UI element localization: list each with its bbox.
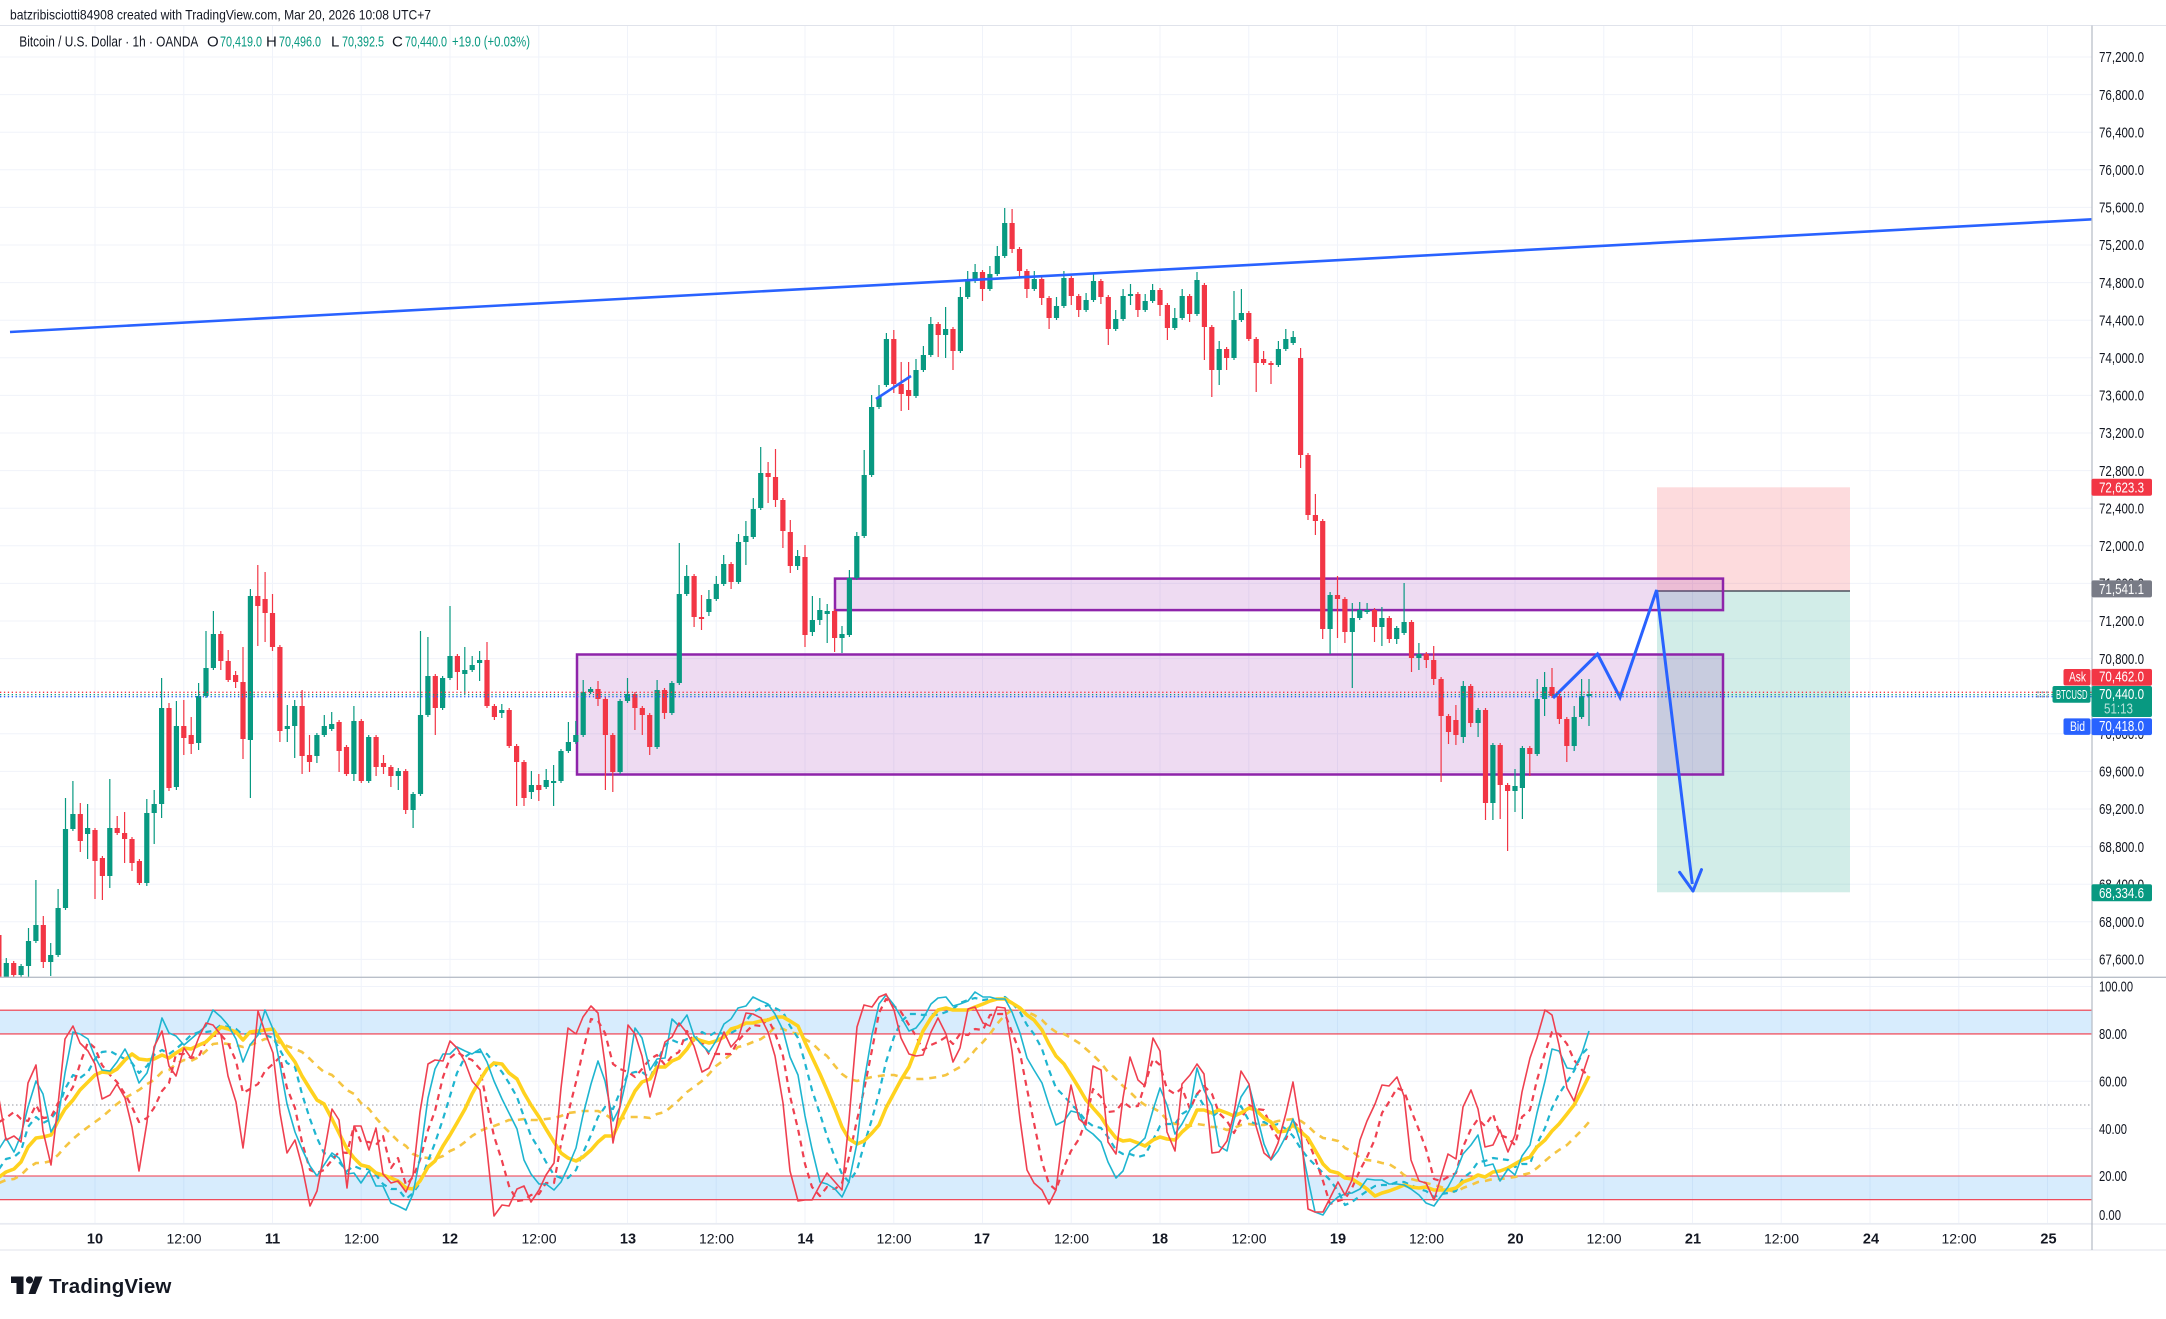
svg-text:73,200.0: 73,200.0 <box>2099 426 2144 442</box>
svg-text:12:00: 12:00 <box>1054 1231 1089 1247</box>
svg-text:80.00: 80.00 <box>2099 1027 2127 1043</box>
svg-text:Bitcoin / U.S. Dollar · 1h · O: Bitcoin / U.S. Dollar · 1h · OANDA <box>19 34 198 51</box>
svg-text:71,200.0: 71,200.0 <box>2099 614 2144 630</box>
svg-text:19: 19 <box>1330 1232 1346 1248</box>
svg-text:72,000.0: 72,000.0 <box>2099 539 2144 555</box>
svg-text:40.00: 40.00 <box>2099 1122 2127 1138</box>
svg-text:76,000.0: 76,000.0 <box>2099 163 2144 179</box>
svg-text:70,800.0: 70,800.0 <box>2099 652 2144 668</box>
svg-text:74,400.0: 74,400.0 <box>2099 313 2144 329</box>
svg-text:10: 10 <box>87 1232 103 1248</box>
svg-text:0.00: 0.00 <box>2099 1208 2121 1224</box>
svg-text:O: O <box>207 34 219 51</box>
svg-text:60.00: 60.00 <box>2099 1075 2127 1091</box>
svg-text:BTCUSD: BTCUSD <box>2056 687 2088 702</box>
svg-text:100.00: 100.00 <box>2099 980 2133 996</box>
svg-text:13: 13 <box>620 1232 636 1248</box>
svg-text:70,462.0: 70,462.0 <box>2099 670 2144 686</box>
svg-text:batzribisciotti84908 created w: batzribisciotti84908 created with Tradin… <box>10 7 431 23</box>
svg-text:Bid: Bid <box>2070 719 2085 734</box>
svg-text:70,392.5: 70,392.5 <box>342 34 384 51</box>
svg-text:69,600.0: 69,600.0 <box>2099 765 2144 781</box>
svg-text:25: 25 <box>2040 1232 2056 1248</box>
svg-text:72,400.0: 72,400.0 <box>2099 501 2144 517</box>
svg-text:14: 14 <box>797 1232 813 1248</box>
svg-text:72,623.3: 72,623.3 <box>2099 480 2144 496</box>
svg-text:18: 18 <box>1152 1232 1168 1248</box>
svg-text:12:00: 12:00 <box>344 1231 379 1247</box>
svg-text:TradingView: TradingView <box>49 1275 172 1298</box>
svg-text:20: 20 <box>1507 1232 1523 1248</box>
svg-text:71,541.1: 71,541.1 <box>2099 582 2144 598</box>
svg-text:77,200.0: 77,200.0 <box>2099 50 2144 66</box>
svg-text:12:00: 12:00 <box>166 1231 201 1247</box>
svg-text:68,000.0: 68,000.0 <box>2099 915 2144 931</box>
svg-text:24: 24 <box>1863 1232 1879 1248</box>
svg-text:70,418.0: 70,418.0 <box>2099 719 2144 735</box>
svg-text:H: H <box>266 34 277 51</box>
svg-text:+19.0 (+0.03%): +19.0 (+0.03%) <box>452 34 530 51</box>
svg-text:75,600.0: 75,600.0 <box>2099 201 2144 217</box>
svg-text:L: L <box>331 34 339 51</box>
svg-text:72,800.0: 72,800.0 <box>2099 464 2144 480</box>
svg-text:12:00: 12:00 <box>699 1231 734 1247</box>
svg-text:70,419.0: 70,419.0 <box>220 34 262 51</box>
svg-text:12:00: 12:00 <box>521 1231 556 1247</box>
svg-text:12: 12 <box>442 1232 458 1248</box>
svg-text:12:00: 12:00 <box>1586 1231 1621 1247</box>
svg-text:74,000.0: 74,000.0 <box>2099 351 2144 367</box>
svg-text:51:13: 51:13 <box>2104 702 2133 718</box>
svg-text:70,440.0: 70,440.0 <box>405 34 447 51</box>
svg-text:12:00: 12:00 <box>1231 1231 1266 1247</box>
svg-text:67,600.0: 67,600.0 <box>2099 953 2144 969</box>
svg-text:12:00: 12:00 <box>1941 1231 1976 1247</box>
svg-text:C: C <box>392 34 403 51</box>
svg-text:73,600.0: 73,600.0 <box>2099 389 2144 405</box>
svg-text:11: 11 <box>265 1232 280 1248</box>
svg-text:17: 17 <box>974 1232 990 1248</box>
svg-text:21: 21 <box>1685 1232 1701 1248</box>
svg-text:68,800.0: 68,800.0 <box>2099 840 2144 856</box>
svg-text:70,440.0: 70,440.0 <box>2099 687 2144 703</box>
svg-text:12:00: 12:00 <box>1764 1231 1799 1247</box>
svg-text:74,800.0: 74,800.0 <box>2099 276 2144 292</box>
svg-text:76,400.0: 76,400.0 <box>2099 125 2144 141</box>
svg-text:75,200.0: 75,200.0 <box>2099 238 2144 254</box>
svg-text:12:00: 12:00 <box>1409 1231 1444 1247</box>
svg-text:69,200.0: 69,200.0 <box>2099 802 2144 818</box>
svg-text:68,334.6: 68,334.6 <box>2099 886 2144 902</box>
svg-text:70,496.0: 70,496.0 <box>279 34 321 51</box>
svg-text:76,800.0: 76,800.0 <box>2099 88 2144 104</box>
svg-text:12:00: 12:00 <box>876 1231 911 1247</box>
svg-text:Ask: Ask <box>2069 670 2086 685</box>
svg-text:20.00: 20.00 <box>2099 1169 2127 1185</box>
